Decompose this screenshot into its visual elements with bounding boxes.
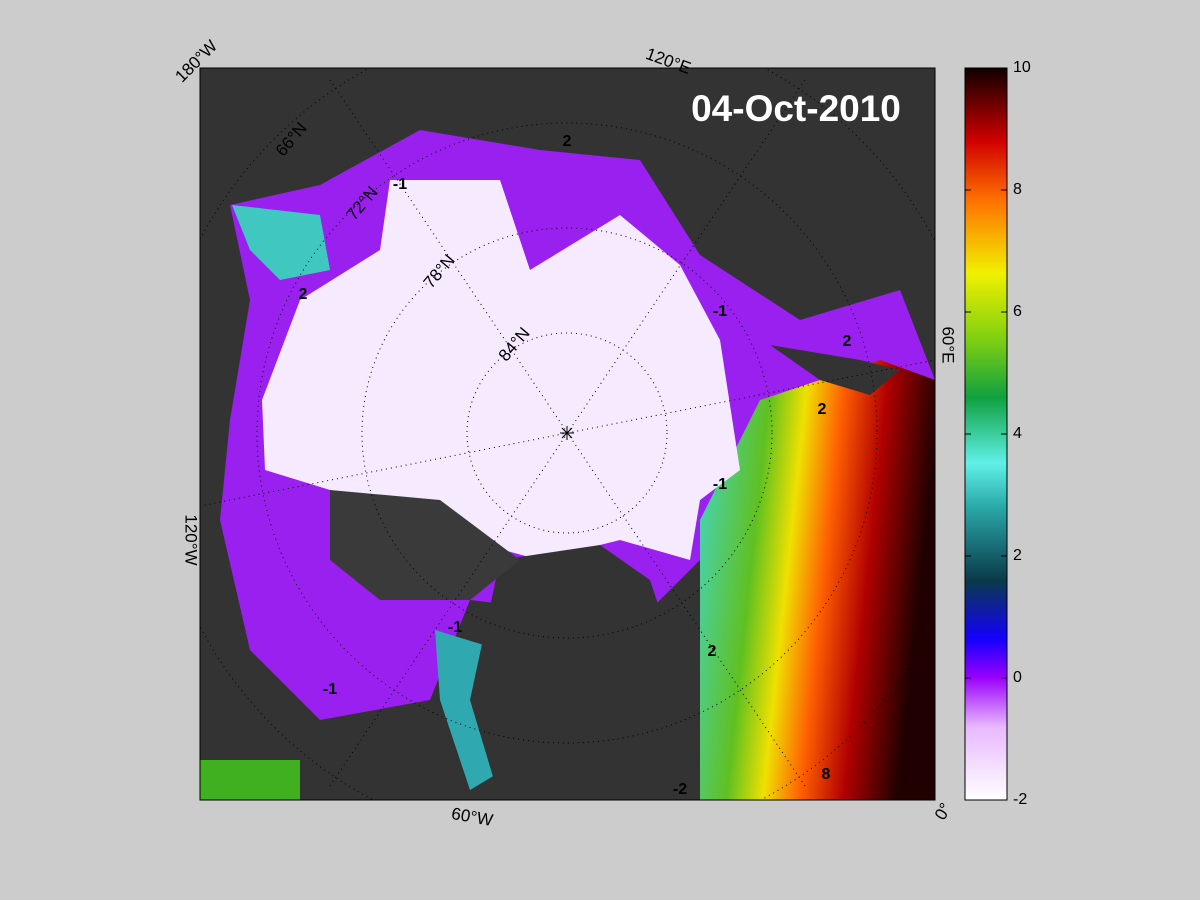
contour-label: 2	[818, 401, 827, 418]
contour-label: -1	[713, 303, 727, 320]
contour-label: -1	[448, 619, 462, 636]
colorbar-tick-label: 10	[1013, 59, 1031, 76]
colorbar	[964, 67, 1008, 801]
greenland	[470, 545, 690, 800]
contour-label: -2	[673, 781, 687, 798]
date-label: 04-Oct-2010	[691, 88, 901, 129]
longitude-label: 120°W	[182, 514, 201, 565]
colorbar-tick-label: 6	[1013, 303, 1022, 320]
colorbar-tick-label: 4	[1013, 425, 1022, 442]
colorbar-tick-label: -2	[1013, 791, 1027, 808]
longitude-label: 0°	[931, 800, 956, 824]
contour-label: 8	[822, 766, 831, 783]
colorbar-tick-label: 0	[1013, 669, 1022, 686]
map	[200, 68, 935, 800]
contour-label: -1	[393, 176, 407, 193]
contour-label: -1	[713, 476, 727, 493]
contour-label: 2	[708, 643, 717, 660]
colorbar-tick-label: 2	[1013, 547, 1022, 564]
archipelago	[330, 490, 520, 600]
ocean-bay	[200, 760, 300, 800]
map-frame	[199, 67, 936, 801]
contour-label: 2	[563, 133, 572, 150]
sea-ice	[262, 180, 740, 560]
novaya-zemlya	[770, 345, 900, 395]
pole	[560, 426, 574, 440]
contour-label: 2	[299, 286, 308, 303]
ocean-pacific	[232, 205, 330, 280]
longitude-label: 60°E	[939, 326, 958, 363]
contour-label: -1	[323, 681, 337, 698]
ocean-warm	[700, 360, 935, 800]
colorbar-tick-label: 8	[1013, 181, 1022, 198]
contour-label: 2	[843, 333, 852, 350]
longitude-label: 60°W	[450, 804, 494, 830]
